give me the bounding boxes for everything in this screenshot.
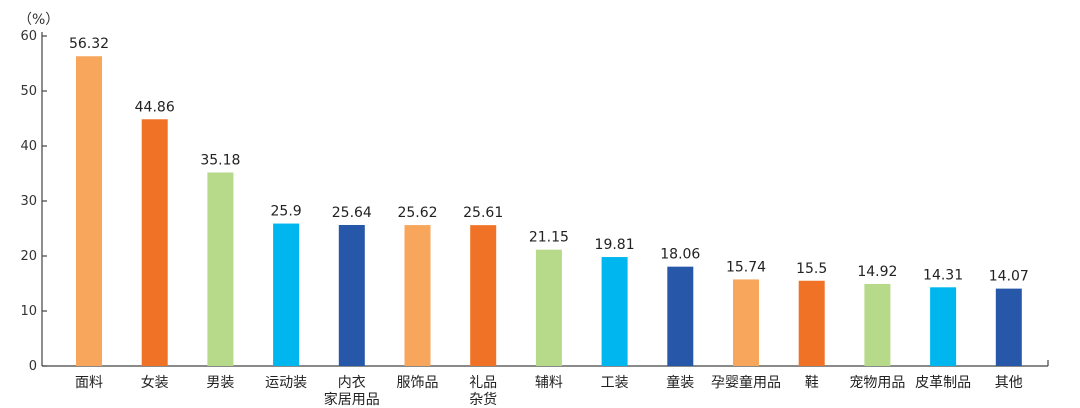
bars	[76, 56, 1022, 367]
category-label: 童装	[666, 374, 694, 391]
category-label: 男装	[206, 375, 234, 391]
category-label: 面料	[75, 375, 103, 391]
y-tick-label: 50	[20, 84, 37, 99]
bar	[733, 279, 759, 366]
y-tick-label: 10	[20, 304, 37, 319]
bar	[404, 225, 431, 366]
bar	[864, 283, 891, 366]
data-label: 56.32	[69, 36, 109, 52]
category-label: 其他	[995, 375, 1023, 391]
data-label: 25.61	[463, 205, 503, 221]
y-tick-label: 30	[20, 194, 37, 209]
data-label: 19.81	[595, 237, 635, 253]
data-label: 15.74	[726, 259, 766, 275]
category-label: 运动装	[265, 375, 307, 391]
y-tick-label: 0	[29, 359, 37, 374]
category-label: 礼品杂货	[469, 375, 497, 408]
data-label: 15.5	[796, 261, 827, 277]
category-label: 辅料	[535, 375, 563, 391]
category-label: 女装	[141, 374, 169, 391]
category-label: 宠物用品	[849, 375, 905, 391]
data-label: 25.9	[271, 204, 302, 220]
bar	[535, 249, 562, 366]
data-label: 35.18	[200, 153, 240, 169]
bar	[470, 225, 497, 366]
data-label: 18.06	[660, 247, 700, 263]
data-label: 14.92	[857, 264, 897, 280]
data-label: 14.31	[923, 267, 963, 283]
y-tick-label: 40	[20, 139, 37, 154]
bar	[141, 119, 168, 367]
category-label: 皮革制品	[915, 375, 971, 391]
bar	[338, 224, 365, 366]
bar	[601, 257, 628, 366]
value-labels: 56.32 44.86 35.18 25.9 25.64 25.62 25.61 21.15 1…	[69, 36, 1029, 284]
data-label: 25.62	[397, 205, 437, 221]
bar	[207, 172, 234, 366]
category-label: 工装	[601, 375, 629, 391]
y-axis: 0 10 20 30 40 50 60	[20, 29, 47, 374]
bar	[798, 280, 825, 366]
y-tick-label: 20	[20, 249, 37, 264]
category-labels: 面料 女装 男装 运动装 内衣家居用品 服饰品 礼品杂货 辅料 工装 童装 孕婴童用品 鞋 宠物用品 皮革…	[75, 374, 1023, 408]
data-label: 21.15	[529, 230, 569, 246]
category-label: 孕婴童用品	[711, 374, 781, 391]
bar	[995, 288, 1022, 366]
category-label: 鞋	[805, 375, 819, 391]
category-label: 内衣家居用品	[324, 375, 380, 408]
y-axis-unit-label: （%）	[18, 12, 59, 28]
bar	[667, 266, 694, 366]
y-tick-label: 60	[20, 29, 37, 44]
data-label: 14.07	[989, 269, 1029, 285]
category-label: 服饰品	[397, 375, 439, 391]
bar	[273, 223, 300, 366]
bar	[930, 287, 957, 366]
data-label: 44.86	[135, 99, 175, 115]
data-label: 25.64	[332, 205, 372, 221]
bar	[76, 56, 102, 367]
